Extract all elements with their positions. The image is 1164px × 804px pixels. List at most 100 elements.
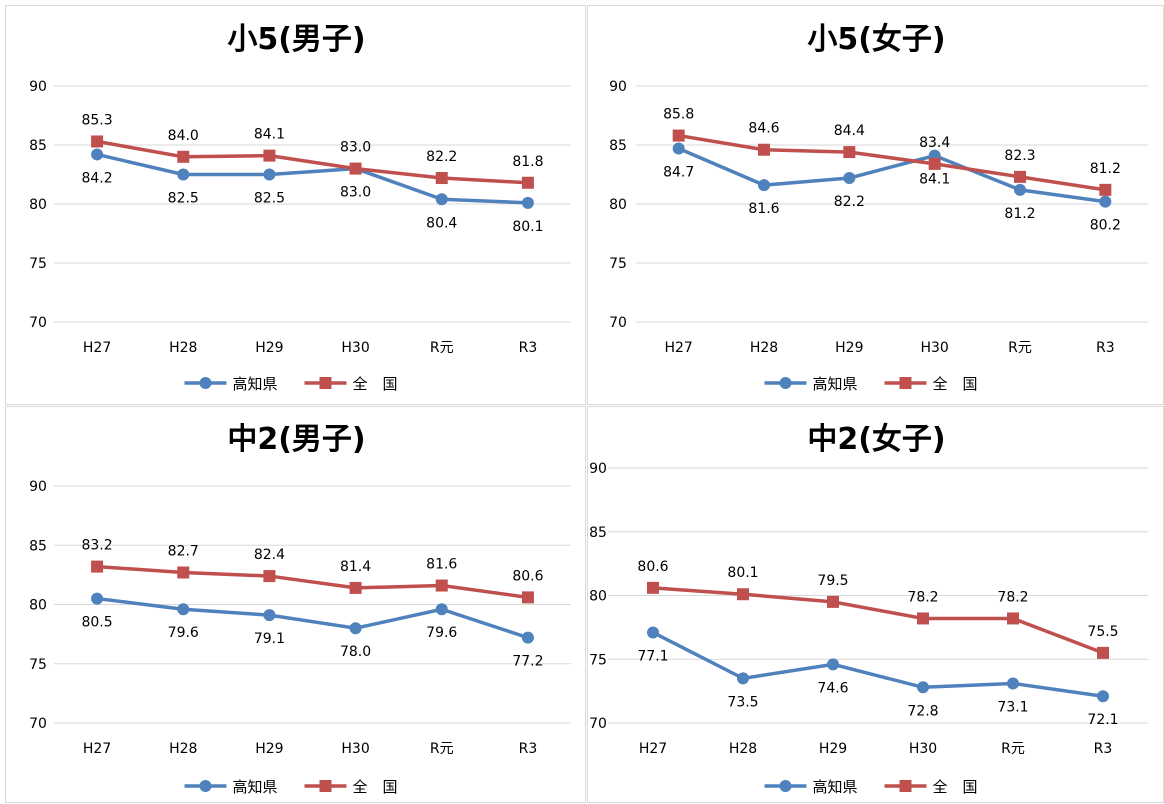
point-national-0 (647, 581, 659, 594)
legend-label-national: 全 国 (353, 375, 398, 393)
legend-marker-national (319, 377, 332, 389)
x-tick-label-0: H27 (664, 340, 692, 356)
point-national-0 (672, 129, 685, 142)
point-kochi-2 (843, 172, 856, 185)
data-label-national-5: 80.6 (512, 568, 543, 584)
data-label-national-2: 84.4 (834, 123, 865, 139)
legend-label-kochi: 高知県 (233, 375, 278, 393)
legend-label-national: 全 国 (353, 778, 398, 796)
data-label-national-1: 82.7 (168, 544, 199, 560)
data-label-national-1: 80.1 (727, 565, 758, 581)
point-kochi-0 (647, 626, 659, 639)
data-label-kochi-5: 72.1 (1087, 712, 1118, 728)
legend-marker-kochi (199, 377, 212, 389)
y-tick-label-70: 70 (609, 315, 627, 331)
data-label-national-4: 82.2 (426, 149, 457, 165)
legend-marker-kochi (199, 780, 212, 792)
point-national-1 (177, 150, 190, 163)
point-kochi-2 (263, 609, 276, 622)
x-tick-label-5: R3 (519, 340, 538, 356)
series-line-national (96, 139, 529, 185)
series-line-national (652, 586, 1104, 655)
data-label-national-4: 81.6 (426, 557, 457, 573)
x-tick-label-3: H30 (341, 741, 369, 757)
data-label-kochi-4: 79.6 (426, 625, 457, 641)
x-tick-label-1: H28 (729, 741, 757, 757)
x-tick-label-2: H29 (819, 741, 847, 757)
point-kochi-1 (177, 603, 190, 616)
point-kochi-2 (827, 658, 839, 671)
legend-label-kochi: 高知県 (813, 375, 858, 393)
data-label-national-3: 83.4 (919, 135, 950, 151)
point-national-4 (1014, 170, 1026, 183)
series-line-national (96, 564, 529, 600)
point-kochi-4 (435, 603, 448, 616)
data-label-kochi-0: 84.2 (81, 170, 112, 186)
point-national-4 (435, 172, 448, 185)
point-national-1 (177, 566, 190, 579)
data-label-kochi-2: 82.5 (254, 191, 285, 207)
point-kochi-5 (521, 631, 534, 644)
x-tick-label-1: H28 (169, 340, 197, 356)
chart-svg-elem5-boys: 小5(男子) 70 75 80 85 90 H27 H28 H29 H30 R元 R3 84.2 82.5… (29, 22, 571, 393)
point-national-1 (737, 588, 749, 601)
data-label-kochi-3: 72.8 (907, 703, 938, 719)
legend-marker-kochi (779, 377, 792, 389)
x-tick-label-1: H28 (750, 340, 778, 356)
chart-panel-elem5-boys: 小5(男子) 70 75 80 85 90 H27 H28 H29 H30 R元 R3 84.2 82.5… (5, 5, 586, 405)
point-kochi-4 (1007, 677, 1019, 690)
point-national-5 (1097, 646, 1109, 659)
point-kochi-1 (737, 672, 749, 685)
data-label-national-3: 83.0 (340, 140, 371, 156)
x-tick-label-4: R元 (1008, 340, 1032, 356)
point-kochi-3 (917, 681, 929, 694)
point-national-3 (349, 581, 362, 594)
data-label-kochi-1: 82.5 (168, 191, 199, 207)
data-label-kochi-4: 73.1 (997, 699, 1028, 715)
y-tick-label-90: 90 (589, 461, 607, 477)
point-kochi-0 (91, 592, 104, 605)
point-kochi-5 (521, 196, 534, 209)
data-label-kochi-3: 84.1 (919, 172, 950, 188)
y-tick-label-80: 80 (29, 197, 47, 213)
point-kochi-1 (177, 168, 190, 181)
data-label-kochi-1: 73.5 (727, 694, 758, 710)
legend-marker-national (319, 780, 332, 792)
point-national-1 (758, 143, 770, 156)
data-label-national-2: 82.4 (254, 547, 285, 563)
data-label-kochi-1: 81.6 (748, 201, 779, 217)
data-label-kochi-2: 74.6 (817, 680, 848, 696)
point-national-0 (91, 560, 104, 573)
x-tick-label-4: R元 (430, 340, 454, 356)
x-tick-label-0: H27 (83, 741, 111, 757)
x-tick-label-5: R3 (519, 741, 538, 757)
data-label-national-3: 78.2 (907, 589, 938, 605)
y-tick-label-85: 85 (29, 538, 47, 554)
y-tick-label-80: 80 (609, 197, 627, 213)
y-tick-label-90: 90 (29, 479, 47, 495)
point-kochi-2 (263, 168, 276, 181)
series-line-national (678, 133, 1106, 192)
series-line-kochi (96, 152, 528, 205)
data-label-national-0: 85.3 (81, 112, 112, 128)
series-line-kochi (96, 596, 529, 640)
point-national-5 (1099, 183, 1112, 196)
data-label-national-5: 81.8 (512, 154, 543, 170)
data-label-kochi-4: 80.4 (426, 215, 457, 231)
point-national-2 (843, 146, 856, 159)
y-tick-label-75: 75 (29, 256, 47, 272)
legend-label-national: 全 国 (933, 375, 978, 393)
x-tick-label-2: H29 (255, 741, 283, 757)
legend-label-national: 全 国 (933, 778, 978, 796)
point-kochi-0 (91, 148, 104, 161)
chart-title: 小5(男子) (227, 22, 365, 57)
y-tick-label-90: 90 (609, 79, 627, 95)
data-label-national-5: 75.5 (1087, 624, 1118, 640)
data-label-national-2: 84.1 (254, 127, 285, 143)
data-label-national-0: 80.6 (637, 559, 668, 575)
series-line-kochi (677, 146, 1106, 204)
legend-label-kochi: 高知県 (233, 778, 278, 796)
data-label-kochi-0: 80.5 (81, 615, 112, 631)
data-label-national-0: 83.2 (81, 538, 112, 554)
chart-svg-jh2-girls: 中2(女子) 70 75 80 85 90 H27 H28 H29 H30 R元 R3 77.1 73.5… (589, 422, 1148, 796)
